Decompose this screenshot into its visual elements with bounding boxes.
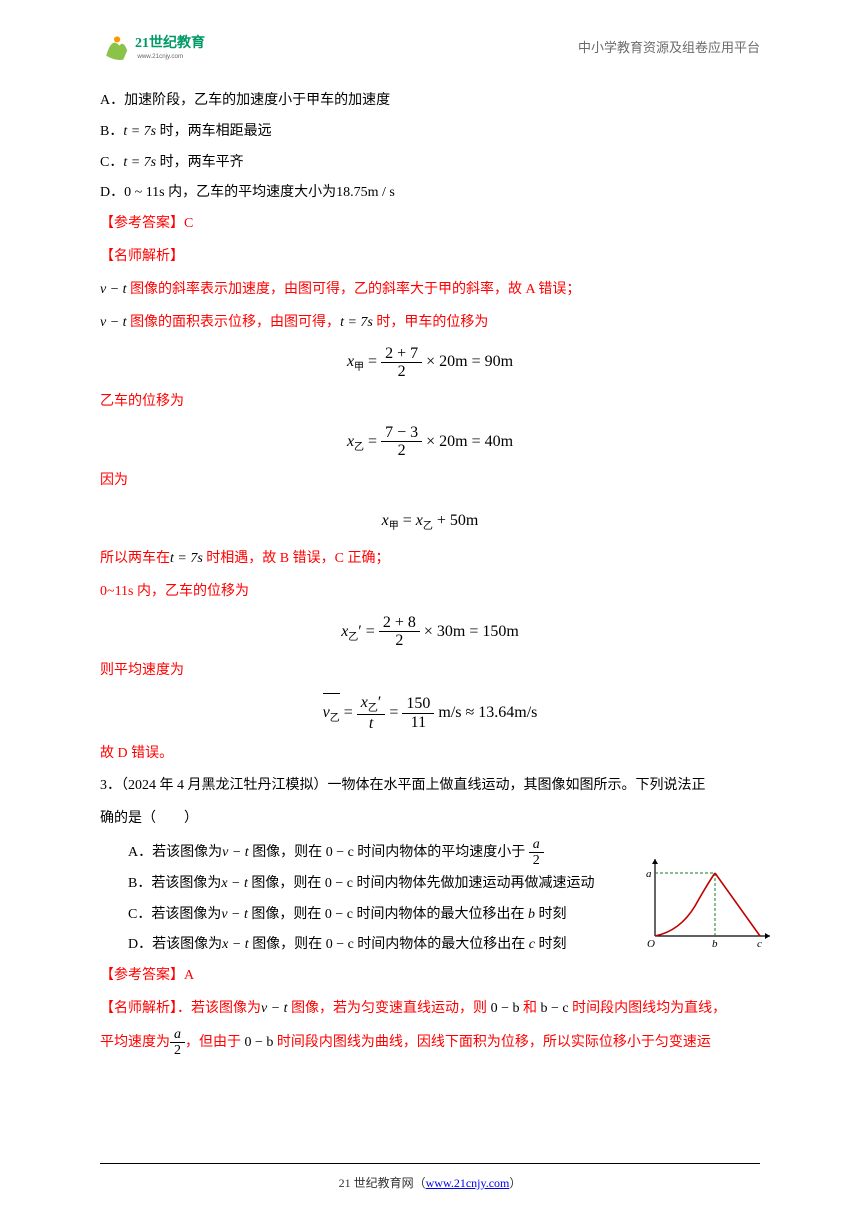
analysis-label: 【名师解析】 (100, 242, 760, 273)
analysis-line1: v − t 图像的斜率表示加速度，由图可得，乙的斜率大于甲的斜率，故 A 错误； (100, 275, 760, 306)
analysis-line7: 则平均速度为 (100, 656, 760, 687)
page-content: A．加速阶段，乙车的加速度小于甲车的加速度 B．t = 7s 时，两车相距最远 … (0, 76, 860, 1071)
q3-stem1: 3．（2024 年 4 月黑龙江牡丹江模拟）一物体在水平面上做直线运动，其图像如… (100, 771, 760, 802)
question-3: 3．（2024 年 4 月黑龙江牡丹江模拟）一物体在水平面上做直线运动，其图像如… (100, 771, 760, 961)
option-d: D．0 ~ 11s 内，乙车的平均速度大小为18.75m / s (100, 178, 760, 209)
q3-analysis-2: 平均速度为a2，但由于 0 − b 时间段内图线为曲线，因线下面积为位移，所以实… (100, 1027, 760, 1059)
svg-text:a: a (646, 868, 652, 880)
answer-line: 【参考答案】C (100, 209, 760, 240)
svg-text:O: O (647, 938, 655, 950)
q3-analysis-1: 【名师解析】．若该图像为v − t 图像，若为匀变速直线运动，则 0 − b 和… (100, 994, 760, 1025)
analysis-line5: 所以两车在t = 7s 时相遇，故 B 错误，C 正确； (100, 544, 760, 575)
option-b: B．t = 7s 时，两车相距最远 (100, 117, 760, 148)
footer-text: 21 世纪教育网（www.21cnjy.com） (0, 1170, 860, 1196)
analysis-line6: 0~11s 内，乙车的位移为 (100, 577, 760, 608)
option-a: A．加速阶段，乙车的加速度小于甲车的加速度 (100, 86, 760, 117)
footer-divider (100, 1163, 760, 1164)
analysis-line4: 因为 (100, 466, 760, 497)
q3-graph: a O b c (640, 851, 780, 951)
svg-text:21世纪教育: 21世纪教育 (135, 34, 205, 51)
footer-link[interactable]: www.21cnjy.com (426, 1176, 510, 1190)
analysis-line3: 乙车的位移为 (100, 387, 760, 418)
formula-5: v乙 = x乙′t = 15011 m/s ≈ 13.64m/s (100, 693, 760, 733)
option-c: C．t = 7s 时，两车平齐 (100, 148, 760, 179)
formula-3: x甲 = x乙 + 50m (100, 503, 760, 538)
analysis-line2: v − t 图像的面积表示位移，由图可得，t = 7s 时，甲车的位移为 (100, 308, 760, 339)
analysis-line8: 故 D 错误。 (100, 739, 760, 770)
svg-text:c: c (757, 938, 762, 950)
formula-2: x乙 = 7 − 32 × 20m = 40m (100, 424, 760, 460)
page-footer: 21 世纪教育网（www.21cnjy.com） (0, 1163, 860, 1196)
logo: 21世纪教育 www.21cnjy.com (100, 28, 240, 68)
q3-answer: 【参考答案】A (100, 961, 760, 992)
svg-text:b: b (712, 938, 718, 950)
header-subtitle: 中小学教育资源及组卷应用平台 (578, 34, 760, 63)
formula-4: x乙′ = 2 + 82 × 30m = 150m (100, 614, 760, 650)
q3-stem2: 确的是（ ） (100, 804, 760, 835)
svg-text:www.21cnjy.com: www.21cnjy.com (136, 53, 183, 60)
logo-icon: 21世纪教育 www.21cnjy.com (100, 28, 240, 68)
formula-1: x甲 = 2 + 72 × 20m = 90m (100, 344, 760, 380)
page-header: 21世纪教育 www.21cnjy.com 中小学教育资源及组卷应用平台 (0, 0, 860, 76)
